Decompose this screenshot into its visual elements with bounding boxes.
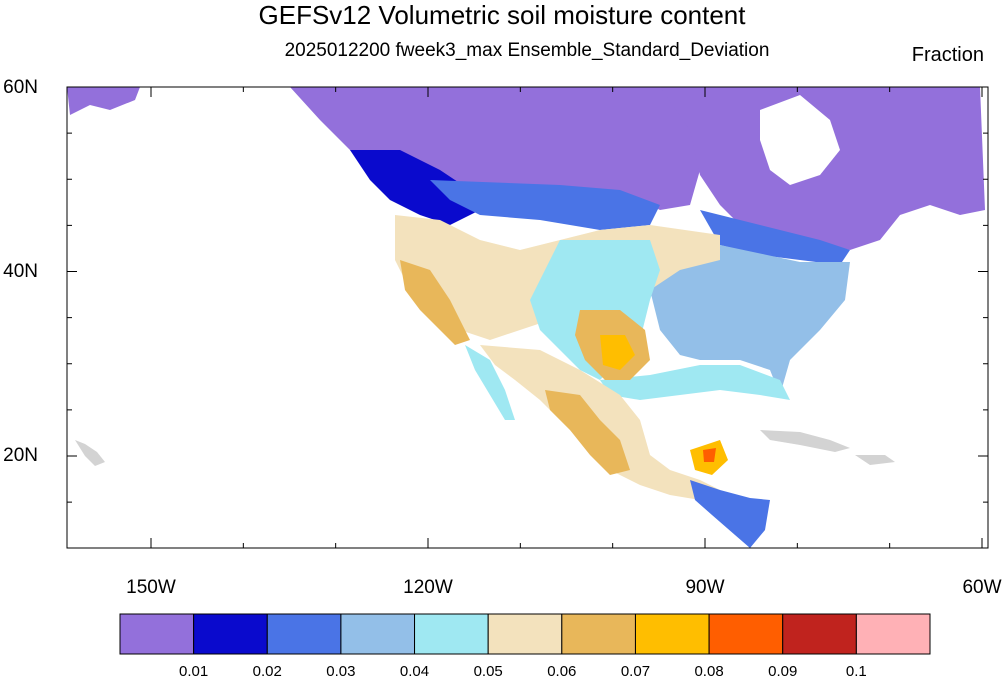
colorbar-tick-label: 0.05 [473,663,503,680]
colorbar-tick-label: 0.01 [179,663,209,680]
colorbar-tick-label: 0.1 [845,663,867,680]
texas-core-hotspot [600,335,635,370]
colorbar-swatch [487,613,563,655]
colorbar-swatch [561,613,636,655]
colorbar-tick-label: 0.08 [694,663,724,680]
gulf-coast-region [600,365,790,400]
baja-california-region [465,345,515,420]
alaska-region [67,87,140,115]
lat-label-20n: 20N [3,445,38,466]
map-canvas [66,86,989,549]
colorbar-swatch [193,613,268,655]
colorbar-swatch [340,613,416,655]
hawaii [75,440,105,466]
colorbar-swatch [708,613,784,655]
lon-label-60w: 60W [962,577,1002,598]
colorbar-swatch [414,613,489,655]
map-title: GEFSv12 Volumetric soil moisture content [258,0,746,30]
hispaniola [855,455,895,465]
colorbar-tick-label: 0.04 [399,663,430,680]
colorbar-swatch [119,613,195,655]
colorbar-swatch [855,613,931,655]
eastern-us-region [640,240,850,395]
colorbar-tick-label: 0.03 [326,663,356,680]
northern-plains-region [430,180,660,230]
hudson-bay [760,95,840,185]
northern-rockies-region [350,150,480,225]
central-america-region [690,480,770,548]
colorbar-swatch [634,613,710,655]
lon-label-90w: 90W [685,577,725,598]
colorbar-tick-label: 0.09 [768,663,798,680]
tick-marks [67,86,988,548]
lat-label-40n: 40N [3,261,38,282]
great-lakes-region [700,210,850,265]
yucatan-core [703,448,716,462]
colorbar-swatch [782,613,857,655]
lon-label-120w: 120W [403,577,453,598]
colorbar-tick-label: 0.06 [547,663,577,680]
units-label: Fraction [911,44,984,66]
colorbar-tick-label: 0.02 [252,663,282,680]
lat-label-60n: 60N [3,77,38,98]
map-subtitle: 2025012200 fweek3_max Ensemble_Standard_… [284,40,770,61]
colorbar-swatch [266,613,342,655]
cuba [760,430,850,452]
california-hotspot [400,260,470,345]
land-fields [67,87,985,548]
colorbar-tick-label: 0.07 [620,663,651,680]
mexico-hotspot [545,390,630,475]
lon-label-150w: 150W [126,577,176,598]
